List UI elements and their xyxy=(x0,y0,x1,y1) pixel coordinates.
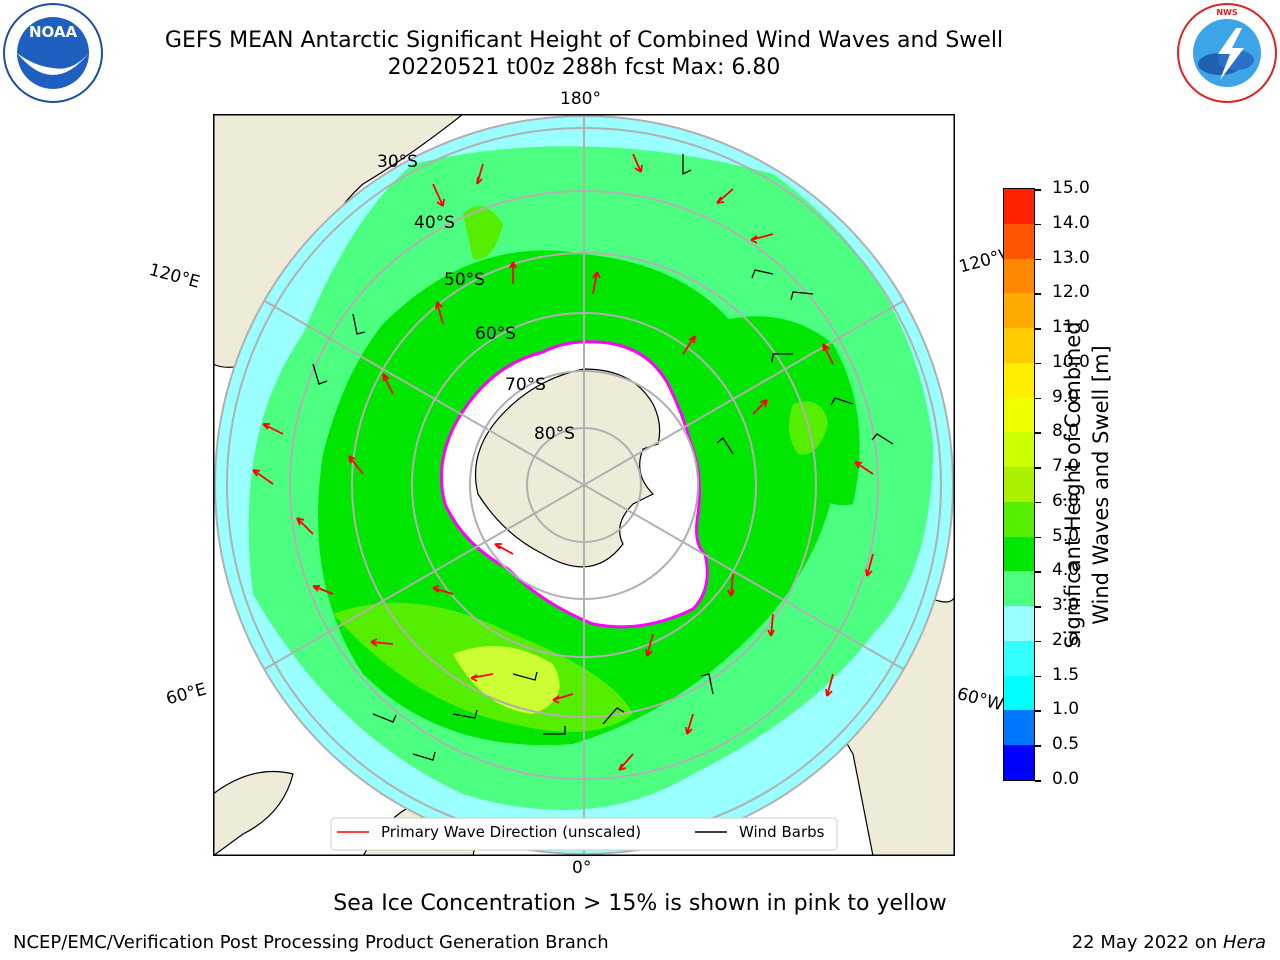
colorbar-tick-label: 3.0 xyxy=(1052,595,1080,616)
map-frame xyxy=(213,114,955,856)
lon-label-0: 0° xyxy=(572,858,592,878)
lat-label-60s: 60°S xyxy=(475,324,516,344)
lon-label-120e: 120°E xyxy=(146,260,202,293)
colorbar-tick-label: 1.0 xyxy=(1052,699,1080,720)
colorbar-tick-label: 6.0 xyxy=(1052,490,1080,511)
colorbar-segment xyxy=(1004,571,1034,607)
wave-direction-arrows xyxy=(252,153,874,771)
colorbar-tick-label: 0.0 xyxy=(1052,769,1080,789)
colorbar-tick-mark xyxy=(1035,189,1041,191)
colorbar-tick-label: 15.0 xyxy=(1052,178,1090,198)
footer-left: NCEP/EMC/Verification Post Processing Pr… xyxy=(13,932,609,953)
lon-label-60w: 60°W xyxy=(954,684,1006,716)
wind-barbs xyxy=(312,154,894,761)
colorbar-tick-label: 1.5 xyxy=(1052,664,1080,685)
legend-barb-label: Wind Barbs xyxy=(739,823,825,841)
colorbar-tick-mark xyxy=(1035,432,1041,434)
lat-label-70s: 70°S xyxy=(505,375,546,395)
colorbar-tick-mark xyxy=(1035,780,1041,782)
colorbar-tick-label: 7.0 xyxy=(1052,456,1080,477)
colorbar-segment xyxy=(1004,710,1034,746)
colorbar xyxy=(1003,188,1035,781)
colorbar-segment xyxy=(1004,640,1034,676)
colorbar-segment xyxy=(1004,467,1034,502)
footer-right: 22 May 2022 on Hera xyxy=(1071,932,1266,953)
colorbar-segment xyxy=(1004,293,1034,329)
lon-label-60e: 60°E xyxy=(164,679,209,710)
map-panel: Primary Wave Direction (unscaled) Wind B… xyxy=(213,114,955,856)
legend-wave-label: Primary Wave Direction (unscaled) xyxy=(381,823,641,841)
sea-ice-note: Sea Ice Concentration > 15% is shown in … xyxy=(333,891,947,916)
svg-text:NWS: NWS xyxy=(1216,8,1238,17)
map-legend: Primary Wave Direction (unscaled) Wind B… xyxy=(330,817,838,851)
lat-label-80s: 80°S xyxy=(534,424,575,444)
colorbar-tick-label: 14.0 xyxy=(1052,212,1090,233)
antarctica-land xyxy=(474,368,661,568)
colorbar-segment xyxy=(1004,362,1034,398)
colorbar-tick-label: 13.0 xyxy=(1052,247,1090,268)
map-title: GEFS MEAN Antarctic Significant Height o… xyxy=(164,28,1004,53)
lat-label-50s: 50°S xyxy=(444,270,485,290)
colorbar-tick-mark xyxy=(1035,397,1041,400)
colorbar-tick-label: 5.0 xyxy=(1052,525,1080,546)
colorbar-tick-mark xyxy=(1035,258,1041,261)
colorbar-tick-mark xyxy=(1035,362,1041,365)
lat-label-40s: 40°S xyxy=(414,213,455,233)
colorbar-tick-mark xyxy=(1035,710,1041,712)
madagascar-land xyxy=(213,770,294,856)
colorbar-tick-mark xyxy=(1035,675,1041,678)
colorbar-tick-mark xyxy=(1035,467,1041,469)
colorbar-segment xyxy=(1004,501,1034,537)
colorbar-segment xyxy=(1004,606,1034,641)
colorbar-tick-mark xyxy=(1035,571,1041,573)
colorbar-tick-label: 11.0 xyxy=(1052,317,1090,338)
colorbar-tick-mark xyxy=(1035,328,1041,330)
colorbar-segment xyxy=(1004,397,1034,433)
colorbar-segment xyxy=(1004,745,1034,780)
colorbar-segment xyxy=(1004,188,1034,224)
colorbar-tick-label: 4.0 xyxy=(1052,560,1080,581)
colorbar-tick-mark xyxy=(1035,745,1041,747)
colorbar-tick-label: 0.5 xyxy=(1052,734,1080,755)
colorbar-segment xyxy=(1004,675,1034,711)
colorbar-tick-mark xyxy=(1035,223,1041,226)
colorbar-tick-label: 10.0 xyxy=(1052,351,1090,372)
nws-logo: NWS xyxy=(1177,3,1277,103)
noaa-logo: NOAA xyxy=(3,3,103,103)
colorbar-tick-mark xyxy=(1035,640,1041,643)
colorbar-tick-mark xyxy=(1035,606,1041,608)
colorbar-label: Significant Height of Combined Wind Wave… xyxy=(1061,321,1113,649)
colorbar-segment xyxy=(1004,536,1034,572)
forecast-subtitle: 20220521 t00z 288h fcst Max: 6.80 xyxy=(387,55,781,80)
lat-label-30s: 30°S xyxy=(377,152,418,172)
colorbar-tick-label: 9.0 xyxy=(1052,386,1080,407)
colorbar-segment xyxy=(1004,328,1034,363)
colorbar-segment xyxy=(1004,432,1034,468)
colorbar-tick-label: 12.0 xyxy=(1052,282,1090,303)
colorbar-segment xyxy=(1004,223,1034,259)
colorbar-tick-label: 2.0 xyxy=(1052,629,1080,650)
lon-label-180: 180° xyxy=(560,89,601,109)
colorbar-segment xyxy=(1004,258,1034,294)
svg-text:NOAA: NOAA xyxy=(29,23,78,41)
colorbar-tick-label: 8.0 xyxy=(1052,421,1080,442)
colorbar-tick-mark xyxy=(1035,536,1041,539)
colorbar-tick-mark xyxy=(1035,501,1041,504)
colorbar-tick-mark xyxy=(1035,293,1041,295)
